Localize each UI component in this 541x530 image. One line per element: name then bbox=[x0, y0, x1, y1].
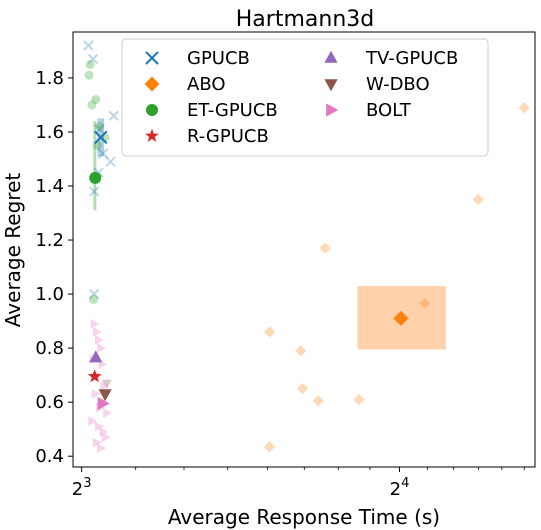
w-dbo-mean-point bbox=[98, 389, 112, 402]
bolt-run-point bbox=[97, 343, 107, 354]
chart-title: Hartmann3d bbox=[236, 7, 374, 32]
legend-item-gpucb: GPUCB bbox=[145, 48, 250, 69]
abo-run-point bbox=[295, 345, 307, 357]
gpucb-run-point bbox=[87, 53, 99, 65]
bolt-run-point bbox=[97, 443, 107, 454]
y-tick-label: 1.2 bbox=[35, 230, 64, 251]
y-tick-label: 1.8 bbox=[35, 68, 64, 89]
y-tick-label: 1.0 bbox=[35, 284, 64, 305]
et-gpucb-run-point bbox=[87, 100, 97, 110]
legend-label: TV-GPUCB bbox=[365, 48, 458, 69]
et-gpucb-run-point bbox=[92, 140, 102, 150]
gpucb-run-point bbox=[108, 110, 119, 121]
gpucb-mean-point bbox=[94, 130, 108, 145]
legend-item-bolt: BOLT bbox=[326, 100, 412, 121]
plot-area bbox=[83, 40, 530, 454]
abo-legend-marker bbox=[144, 76, 160, 92]
abo-mean-point bbox=[393, 310, 409, 326]
y-tick-label: 1.6 bbox=[35, 122, 64, 143]
y-tick-label: 0.6 bbox=[35, 392, 64, 413]
abo-run-point bbox=[472, 193, 484, 206]
bolt-run-point bbox=[91, 389, 101, 399]
abo-run-point bbox=[319, 242, 331, 254]
y-tick-label: 0.8 bbox=[35, 338, 64, 359]
legend-label: R-GPUCB bbox=[187, 126, 269, 147]
bolt-run-point bbox=[94, 335, 104, 345]
et-gpucb-run-point bbox=[91, 95, 101, 105]
bolt-legend-marker bbox=[326, 103, 339, 117]
gpucb-run-point bbox=[88, 288, 100, 300]
et-gpucb-run-point bbox=[89, 294, 99, 304]
x-tick-label: 24 bbox=[390, 476, 410, 500]
et-gpucb-error-region bbox=[93, 121, 97, 211]
bolt-run-point bbox=[88, 416, 98, 427]
legend-label: GPUCB bbox=[187, 48, 250, 69]
legend-label: W-DBO bbox=[366, 74, 430, 95]
bolt-run-point bbox=[101, 432, 111, 443]
bolt-mean-point bbox=[97, 396, 110, 411]
et-gpucb-run-point bbox=[95, 122, 105, 132]
abo-run-point bbox=[263, 326, 276, 338]
gpucb-legend-marker bbox=[145, 51, 159, 65]
abo-run-point bbox=[353, 393, 365, 406]
bolt-run-point bbox=[92, 437, 102, 448]
bolt-run-point bbox=[103, 408, 113, 418]
legend-item-r-gpucb: R-GPUCB bbox=[145, 126, 269, 147]
tv-gpucb-legend-marker bbox=[324, 50, 338, 63]
r-gpucb-mean-point bbox=[87, 369, 102, 383]
w-dbo-run-point bbox=[101, 379, 112, 389]
tv-gpucb-mean-point bbox=[89, 350, 103, 363]
abo-run-point bbox=[418, 297, 431, 310]
gpucb-run-point bbox=[83, 40, 94, 51]
legend-label: ABO bbox=[187, 74, 226, 95]
legend-label: ET-GPUCB bbox=[187, 100, 278, 121]
abo-run-point bbox=[263, 441, 276, 453]
bolt-run-point bbox=[99, 426, 109, 437]
y-axis-label: Average Regret bbox=[1, 173, 25, 328]
legend-box bbox=[121, 38, 489, 157]
legend-item-et-gpucb: ET-GPUCB bbox=[146, 100, 278, 121]
et-gpucb-run-point bbox=[85, 59, 95, 69]
et-gpucb-mean-point bbox=[89, 171, 102, 184]
w-dbo-legend-marker bbox=[324, 79, 338, 92]
abo-run-point bbox=[518, 102, 530, 114]
legend-item-abo: ABO bbox=[144, 74, 226, 95]
gpucb-run-point bbox=[97, 148, 109, 159]
legend-item-w-dbo: W-DBO bbox=[324, 74, 430, 95]
gpucb-run-point bbox=[88, 186, 100, 197]
r-gpucb-legend-marker bbox=[145, 128, 159, 142]
legend-label: BOLT bbox=[366, 100, 412, 121]
y-tick-label: 1.4 bbox=[35, 176, 64, 197]
axis-ticks: 0.4 0.6 0.8 1.0 1.2 1.4 1.6 1.8 23 24 bbox=[35, 68, 525, 500]
y-tick-label: 0.4 bbox=[35, 446, 64, 467]
bolt-run-point bbox=[100, 380, 110, 391]
et-gpucb-run-point bbox=[84, 70, 94, 80]
bolt-run-point bbox=[94, 421, 104, 432]
x-tick-label: 23 bbox=[72, 476, 92, 500]
gpucb-run-point bbox=[105, 156, 116, 167]
x-axis-label: Average Response Time (s) bbox=[168, 505, 440, 529]
abo-run-point bbox=[296, 383, 309, 395]
et-gpucb-legend-marker bbox=[146, 104, 158, 116]
legend-item-tv-gpucb: TV-GPUCB bbox=[324, 48, 458, 69]
legend: GPUCB ABO ET-GPUCB R-GPUCB TV-GPUCB W-DBO BOLT bbox=[121, 38, 489, 157]
bolt-run-point bbox=[92, 326, 102, 337]
bolt-run-point bbox=[90, 318, 100, 329]
abo-run-point bbox=[312, 395, 324, 407]
